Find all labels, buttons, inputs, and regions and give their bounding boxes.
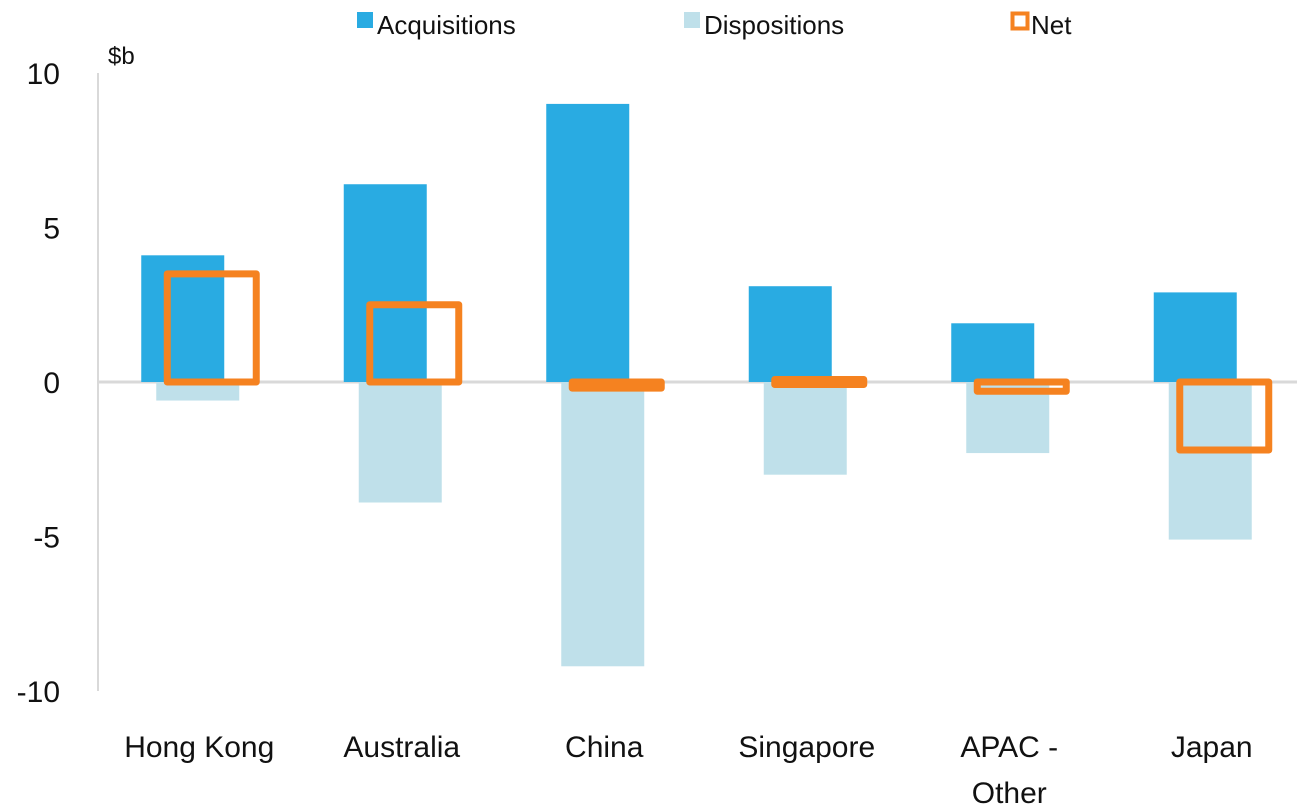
legend-label: Net: [1031, 10, 1072, 40]
net-bar: [163, 270, 260, 386]
legend-label: Acquisitions: [377, 10, 516, 40]
x-axis-labels: Hong Kong Australia China Singapore APAC -Ot…: [124, 731, 1252, 810]
y-tick-label: 0: [43, 367, 60, 400]
y-tick-label: -10: [17, 676, 60, 709]
acquisitions-bar: [343, 184, 427, 382]
acquisitions-bar: [546, 103, 630, 383]
x-category-label: Japan: [1171, 731, 1253, 764]
acquisitions-bar: [748, 286, 832, 382]
y-unit-label: $b: [108, 43, 135, 70]
net-bar: [568, 378, 665, 392]
x-category-label: APAC -Other: [960, 731, 1058, 810]
legend-label: Dispositions: [704, 10, 844, 40]
x-category-label: Hong Kong: [124, 731, 274, 764]
net-bar: [366, 301, 463, 386]
y-tick-label: 10: [27, 58, 60, 91]
net-bar: [1176, 378, 1273, 454]
bars: [141, 103, 1273, 667]
net-bar: [973, 378, 1070, 395]
net-bar: [771, 376, 868, 388]
acquisitions-bar: [951, 323, 1035, 382]
dispositions-bar: [561, 382, 645, 667]
legend-swatch-net: [1010, 11, 1030, 31]
legend-swatch: [684, 12, 700, 28]
y-tick-label: -5: [33, 522, 60, 555]
dispositions-bar: [763, 382, 847, 475]
y-axis-ticks: 10 5 0 -5 -10: [17, 58, 60, 709]
x-category-label: Australia: [343, 731, 460, 764]
y-tick-label: 5: [43, 213, 60, 246]
x-category-label: Singapore: [738, 731, 875, 764]
acquisitions-bar: [1153, 292, 1237, 382]
legend-swatch: [357, 12, 373, 28]
legend: Acquisitions Dispositions Net: [357, 10, 1072, 40]
x-category-label: China: [565, 731, 644, 764]
dispositions-bar: [358, 382, 442, 503]
dispositions-bar: [156, 382, 240, 401]
